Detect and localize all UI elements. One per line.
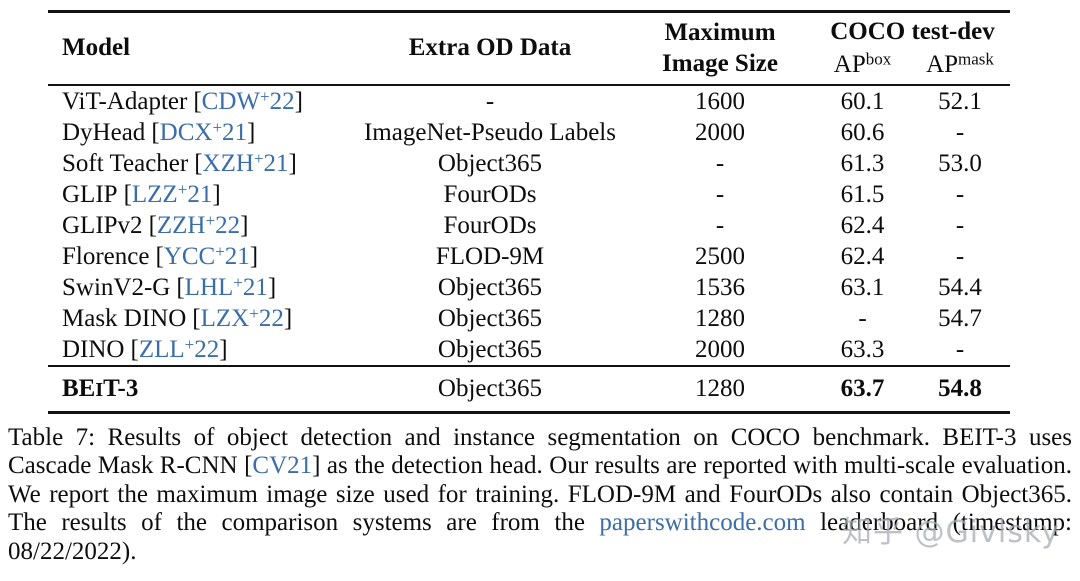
header-maximum: Maximum [664, 19, 776, 46]
max-image-size-cell: - [715, 211, 725, 239]
model-cell-beit3: BEIT-3 [62, 375, 139, 402]
model-cell: Soft Teacher [XZH+21] [62, 148, 297, 177]
ap-mask-cell: - [955, 180, 965, 208]
extra-od-data-cell: Object365 [437, 304, 543, 332]
extra-od-data-cell: Object365 [437, 375, 543, 402]
table-row: GLIPv2 [ZZH+22] FourODs - 62.4 - [48, 210, 1010, 241]
ap-box-cell: 61.3 [840, 149, 885, 177]
model-name: Soft Teacher [62, 149, 189, 177]
max-image-size-cell: 2500 [695, 242, 745, 270]
model-name: GLIP [62, 180, 118, 208]
header-maximum-image-size: Maximum Image Size [625, 15, 815, 81]
extra-od-data-cell: - [485, 87, 495, 115]
table-caption: Table 7: Results of object detection and… [8, 424, 1072, 565]
header-ap-mask: APmask [926, 48, 994, 78]
table-row: Mask DINO [LZX+22] Object365 1280 - 54.7 [48, 303, 1010, 334]
ap-mask-cell: 54.4 [938, 273, 982, 301]
table-header: Model Extra OD Data Maximum Image Size C… [48, 13, 1010, 86]
ap-box-cell: 63.7 [840, 375, 885, 402]
max-image-size-cell: 1280 [695, 375, 745, 402]
extra-od-data-cell: FourODs [443, 211, 537, 239]
header-image-size: Image Size [662, 50, 778, 77]
citation-link[interactable]: LZZ+21 [131, 179, 213, 208]
model-cell: DINO [ZLL+22] [62, 334, 228, 363]
extra-od-data-cell: Object365 [437, 335, 543, 363]
header-coco-test-dev: COCO test-dev [830, 17, 995, 45]
ap-mask-cell: 54.8 [938, 375, 982, 402]
ap-box-cell: 60.1 [840, 87, 885, 115]
ap-mask-cell: 52.1 [938, 87, 982, 115]
model-cell: Florence [YCC+21] [62, 241, 259, 270]
ap-mask-cell: - [955, 118, 965, 146]
header-ap-box: APbox [833, 48, 892, 78]
table-row: Florence [YCC+21] FLOD-9M 2500 62.4 - [48, 241, 1010, 272]
max-image-size-cell: - [715, 180, 725, 208]
citation-link[interactable]: ZLL+22 [138, 334, 220, 363]
table-row: ViT-Adapter [CDW+22] - 1600 60.1 52.1 [48, 86, 1010, 117]
ap-mask-cell: 54.7 [938, 304, 982, 332]
max-image-size-cell: 1536 [695, 273, 745, 301]
ap-mask-cell: - [955, 242, 965, 270]
table-row: SwinV2-G [LHL+21] Object365 1536 63.1 54.… [48, 272, 1010, 303]
caption-citation-link[interactable]: CV21 [252, 452, 313, 480]
model-name: SwinV2-G [62, 273, 171, 301]
caption-text-2: as the detection head. Our results are r… [8, 452, 1072, 537]
citation-link[interactable]: CDW+22 [201, 86, 295, 115]
header-model: Model [62, 34, 131, 61]
model-cell: GLIPv2 [ZZH+22] [62, 210, 249, 239]
table-row: DINO [ZLL+22] Object365 2000 63.3 - [48, 334, 1010, 365]
ap-box-cell: - [858, 304, 867, 332]
paperswithcode-link[interactable]: paperswithcode.com [599, 509, 806, 537]
ap-box-cell: 62.4 [840, 242, 885, 270]
max-image-size-cell: 1600 [695, 87, 745, 115]
citation-link[interactable]: DCX+21 [159, 117, 248, 146]
ap-box-cell: 63.1 [840, 273, 885, 301]
citation-link[interactable]: LZX+22 [200, 303, 284, 332]
extra-od-data-cell: Object365 [437, 273, 543, 301]
model-cell: Mask DINO [LZX+22] [62, 303, 293, 332]
model-name: Mask DINO [62, 304, 187, 332]
max-image-size-cell: 1280 [695, 304, 745, 332]
results-table: Model Extra OD Data Maximum Image Size C… [48, 10, 1010, 414]
ap-mask-cell: - [955, 211, 965, 239]
beit3-highlight-row: BEIT-3 Object365 1280 63.7 54.8 [48, 365, 1010, 411]
max-image-size-cell: 2000 [695, 335, 745, 363]
citation-link[interactable]: XZH+21 [202, 148, 289, 177]
table-row: DyHead [DCX+21] ImageNet-Pseudo Labels 20… [48, 117, 1010, 148]
extra-od-data-cell: ImageNet-Pseudo Labels [363, 118, 616, 146]
citation-link[interactable]: ZZH+22 [156, 210, 241, 239]
header-extra-od-data: Extra OD Data [408, 34, 572, 61]
model-cell: GLIP [LZZ+21] [62, 179, 221, 208]
caption-text-3: leaderboard (timestamp: 08/22/2022). [8, 509, 1072, 565]
model-name: ViT-Adapter [62, 87, 188, 115]
caption-text-1: Table 7: Results of object detection and… [8, 424, 1072, 480]
ap-box-cell: 62.4 [840, 211, 885, 239]
citation-link[interactable]: YCC+21 [163, 241, 250, 270]
ap-box-cell: 61.5 [840, 180, 885, 208]
extra-od-data-cell: Object365 [437, 149, 543, 177]
max-image-size-cell: 2000 [695, 118, 745, 146]
table-body: ViT-Adapter [CDW+22] - 1600 60.1 52.1 DyH… [48, 86, 1010, 365]
citation-link[interactable]: LHL+21 [184, 272, 268, 301]
model-name: GLIPv2 [62, 211, 143, 239]
ap-box-cell: 60.6 [840, 118, 885, 146]
model-cell: ViT-Adapter [CDW+22] [62, 86, 303, 115]
model-cell: DyHead [DCX+21] [62, 117, 256, 146]
model-name: Florence [62, 242, 150, 270]
extra-od-data-cell: FLOD-9M [435, 242, 545, 270]
table-row: GLIP [LZZ+21] FourODs - 61.5 - [48, 179, 1010, 210]
model-name: DyHead [62, 118, 146, 146]
model-cell: SwinV2-G [LHL+21] [62, 272, 277, 301]
table-row: Soft Teacher [XZH+21] Object365 - 61.3 53… [48, 148, 1010, 179]
ap-mask-cell: 53.0 [938, 149, 982, 177]
extra-od-data-cell: FourODs [443, 180, 537, 208]
ap-mask-cell: - [955, 335, 965, 363]
model-name: DINO [62, 335, 125, 363]
max-image-size-cell: - [715, 149, 725, 177]
ap-box-cell: 63.3 [840, 335, 885, 363]
